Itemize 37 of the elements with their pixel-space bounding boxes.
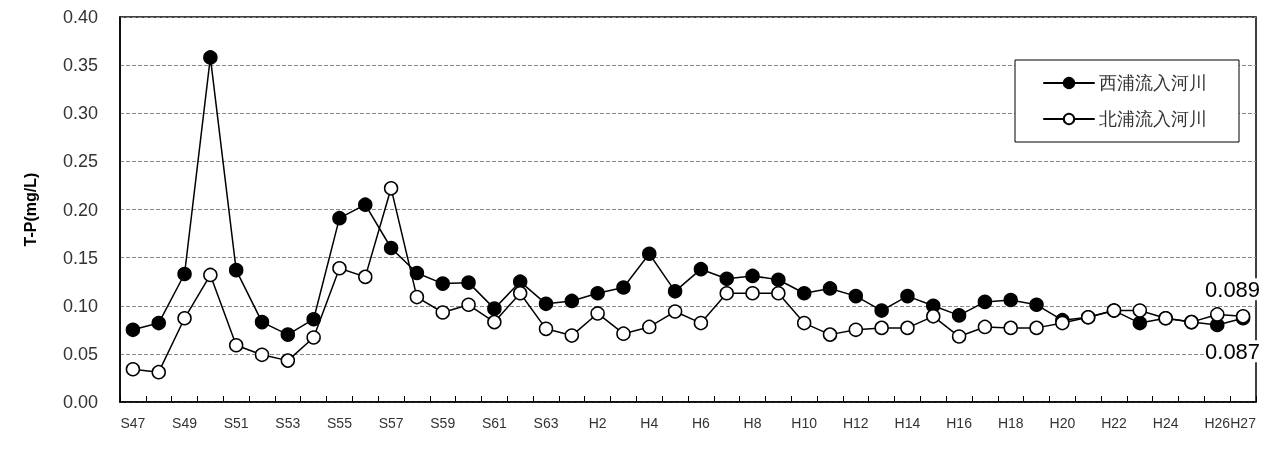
x-tick-label: S63 <box>533 415 559 431</box>
x-tick-label: H12 <box>842 415 869 431</box>
y-axis-title: T-P(mg/L) <box>21 172 39 247</box>
y-tick-label: 0.00 <box>62 392 98 412</box>
x-tick-label: H26 <box>1204 415 1231 431</box>
x-tick-label: H16 <box>946 415 973 431</box>
x-tick-label: H6 <box>691 415 711 431</box>
y-tick-label: 0.30 <box>62 103 98 124</box>
y-tick-label: 0.25 <box>62 151 98 172</box>
x-tick-label: S57 <box>378 415 404 431</box>
x-tick-label: H22 <box>1101 415 1128 431</box>
x-tick-label: S55 <box>326 415 353 431</box>
x-tick-label: H20 <box>1049 415 1076 431</box>
y-tick-label: 0.20 <box>62 199 98 220</box>
annotation: 0.087 <box>1205 338 1261 364</box>
y-tick-label: 0.05 <box>62 343 98 364</box>
x-tick-label: H10 <box>791 415 818 431</box>
y-tick-label: 0.15 <box>62 247 98 268</box>
x-tick-label: H8 <box>743 415 762 431</box>
x-tick-label: H4 <box>640 415 659 431</box>
y-tick-label: 0.40 <box>62 7 98 27</box>
legend-label: 北浦流入河川 <box>1099 109 1207 129</box>
x-tick-label: S59 <box>430 415 456 431</box>
y-tick-label: 0.35 <box>62 55 98 76</box>
x-tick-label: H14 <box>894 415 921 431</box>
y-tick-label: 0.10 <box>62 295 98 316</box>
x-tick-label: S61 <box>481 415 508 431</box>
x-tick-label: S49 <box>172 415 198 431</box>
x-tick-label: S51 <box>223 415 249 431</box>
annotation: 0.089 <box>1205 276 1261 302</box>
x-tick-label: H27 <box>1230 415 1257 431</box>
legend-label: 西浦流入河川 <box>1099 73 1207 93</box>
x-tick-label: H18 <box>997 415 1024 431</box>
x-tick-label: S53 <box>275 415 301 431</box>
x-tick-label: H24 <box>1152 415 1179 431</box>
x-tick-label: H2 <box>588 415 607 431</box>
x-tick-label: S47 <box>120 415 146 431</box>
